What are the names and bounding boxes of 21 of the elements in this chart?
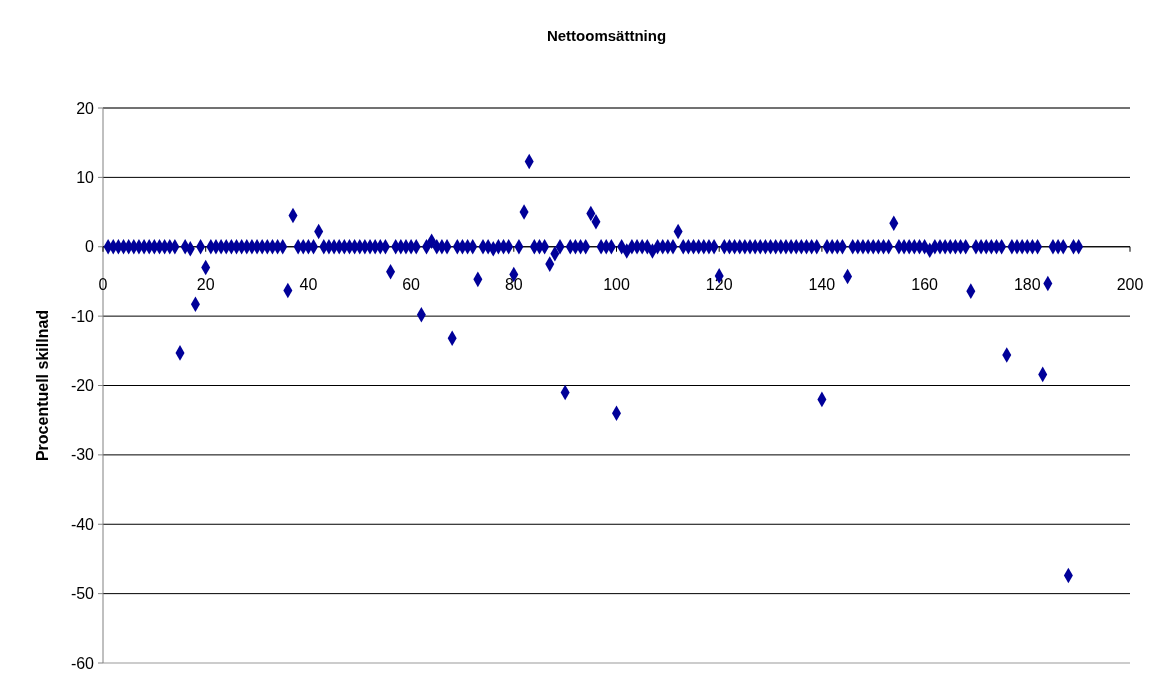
y-tick-label: -40 — [70, 515, 95, 533]
y-tick-label: 20 — [76, 99, 95, 117]
y-tick-label: 0 — [85, 238, 95, 256]
y-tick-label: -20 — [70, 377, 95, 395]
x-tick-label: 200 — [1116, 275, 1144, 293]
x-tick-label: 60 — [402, 275, 421, 293]
y-axis-title: Procentuell skillnad — [34, 309, 51, 462]
y-tick-label: 10 — [76, 168, 95, 186]
chart-title: Nettoomsättning — [546, 27, 667, 44]
y-tick-label: -30 — [70, 446, 95, 464]
x-tick-label: 160 — [911, 275, 939, 293]
x-tick-label: 40 — [299, 275, 318, 293]
x-tick-label: 140 — [808, 275, 836, 293]
x-tick-label: 100 — [603, 275, 630, 293]
x-tick-label: 80 — [504, 275, 523, 293]
x-tick-label: 20 — [196, 275, 215, 293]
y-tick-label: -60 — [70, 654, 95, 672]
x-tick-label: 180 — [1013, 275, 1041, 293]
x-tick-label: 0 — [98, 275, 108, 293]
y-tick-label: -10 — [70, 307, 95, 325]
y-tick-label: -50 — [70, 585, 95, 603]
